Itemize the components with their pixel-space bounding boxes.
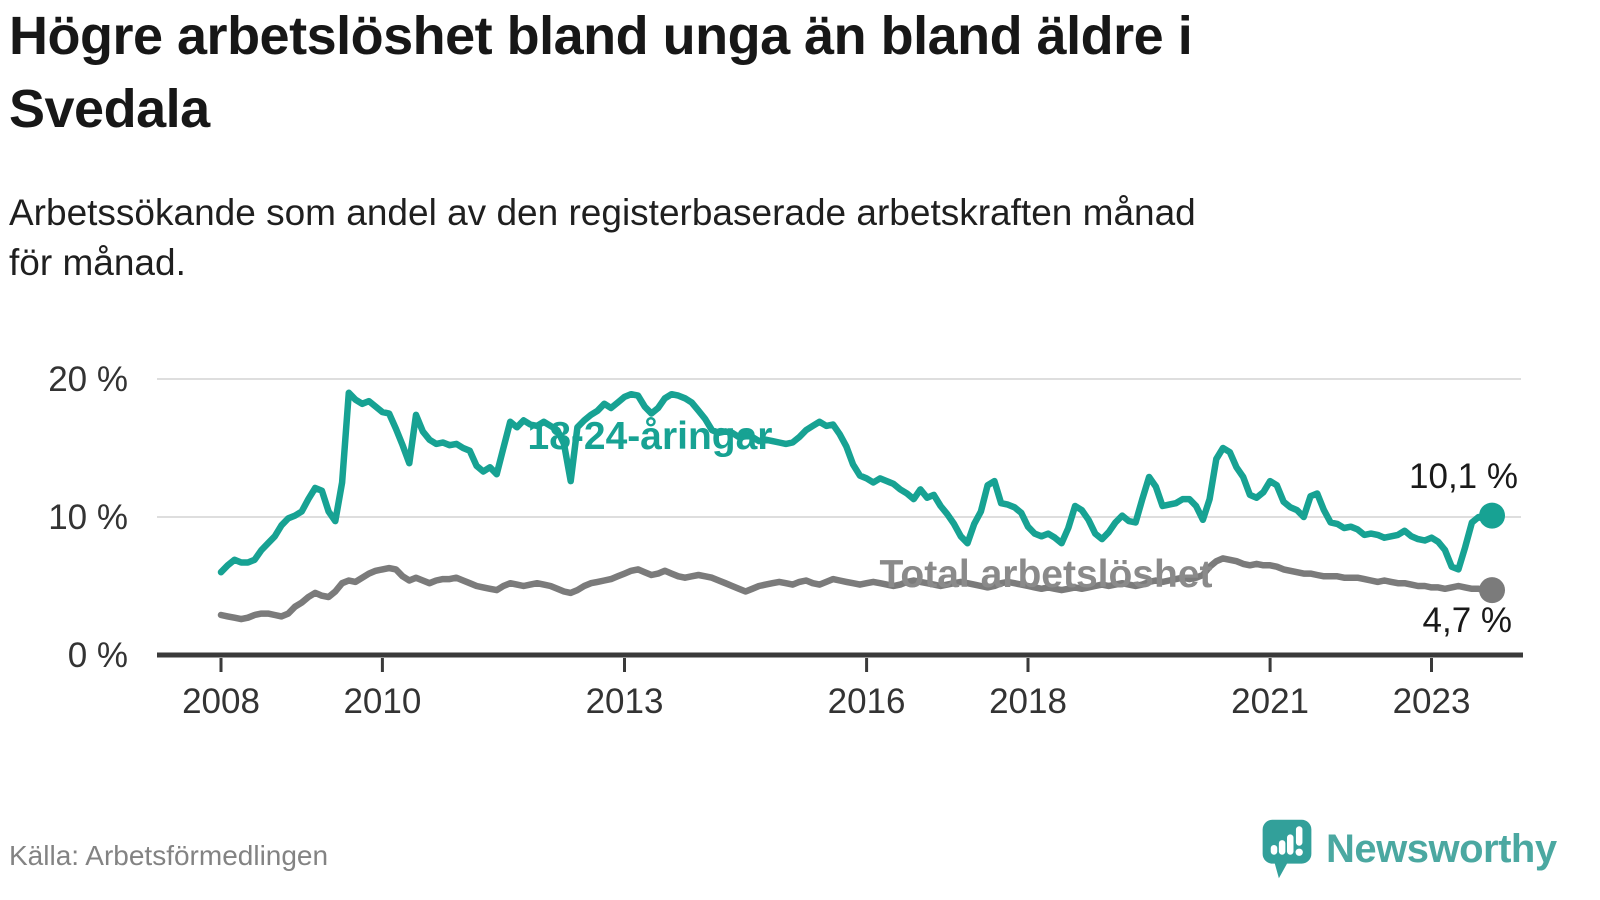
x-axis-tick-label: 2010 xyxy=(343,682,421,721)
x-axis-tick-label: 2008 xyxy=(182,682,260,721)
page-title-line2: Svedala xyxy=(9,78,210,139)
series-label-total: Total arbetslöshet xyxy=(879,553,1212,596)
brand-name: Newsworthy xyxy=(1326,826,1557,871)
end-value-label-youth: 10,1 % xyxy=(1409,457,1518,496)
series-end-dot-youth xyxy=(1479,502,1506,529)
chart-subtitle-line2: för månad. xyxy=(9,241,186,283)
x-axis-tick-label: 2023 xyxy=(1393,682,1471,721)
x-axis-tick-label: 2013 xyxy=(586,682,664,721)
brand-logo: Newsworthy xyxy=(1261,818,1557,880)
chart-subtitle: Arbetssökande som andel av den registerb… xyxy=(9,188,1554,288)
page-title: Högre arbetslöshet bland unga än bland ä… xyxy=(9,0,1539,146)
x-axis-tick-label: 2018 xyxy=(989,682,1067,721)
newsworthy-speech-bubble-bar-chart-icon xyxy=(1262,819,1312,879)
series-line-total xyxy=(217,555,1496,623)
end-value-label-total: 4,7 % xyxy=(1423,601,1513,640)
y-axis-tick-label: 20 % xyxy=(48,360,128,399)
series-line-youth xyxy=(217,389,1496,576)
y-axis-tick-label: 10 % xyxy=(48,498,128,537)
source-note: Källa: Arbetsförmedlingen xyxy=(9,840,329,871)
page-title-line1: Högre arbetslöshet bland unga än bland ä… xyxy=(9,6,1193,66)
x-axis-tick-label: 2016 xyxy=(828,682,906,721)
y-axis-tick-label: 0 % xyxy=(68,636,128,675)
series-end-dot-total xyxy=(1479,577,1506,604)
series-label-youth: 18-24-åringar xyxy=(528,415,773,458)
x-axis-tick-label: 2021 xyxy=(1231,682,1309,721)
series-annotations: 18-24-åringar Total arbetslöshet 10,1 % … xyxy=(528,415,1518,640)
plot-area: 0 % 10 % 20 % 2008 2010 2013 2016 2018 2021 2023 xyxy=(48,360,1523,721)
chart-subtitle-line1: Arbetssökande som andel av den registerb… xyxy=(9,192,1196,233)
